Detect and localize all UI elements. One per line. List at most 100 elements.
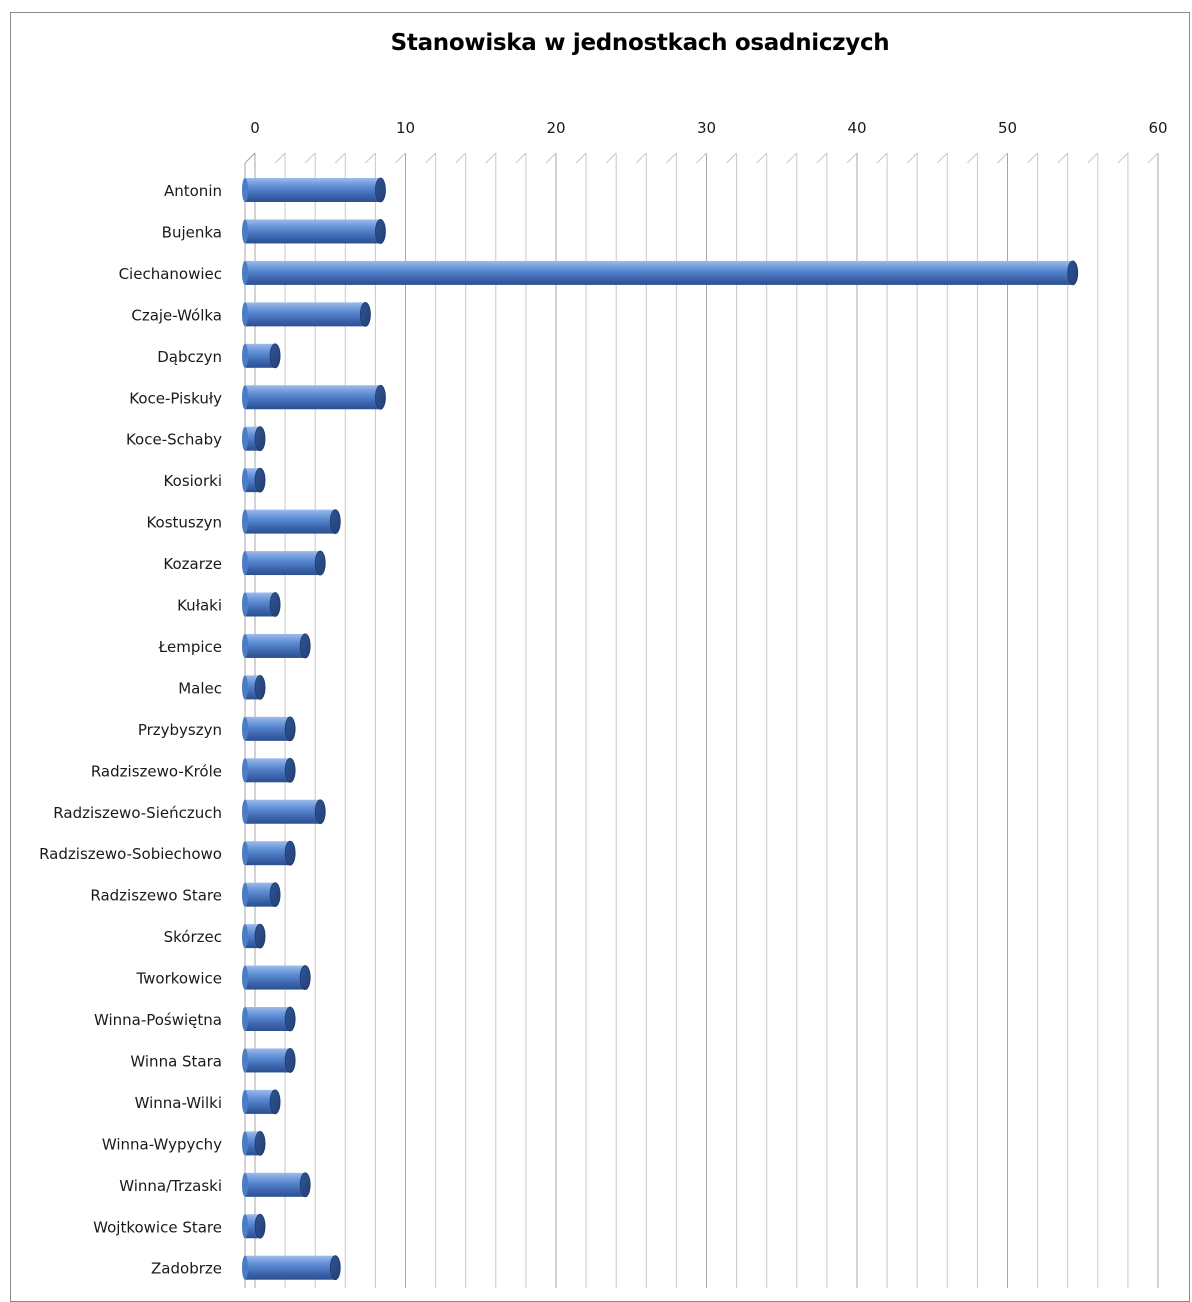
- category-label: Kosiorki: [164, 472, 222, 490]
- bar-end-cap: [269, 882, 281, 908]
- x-tick-label: 40: [847, 119, 866, 137]
- bar-body: [245, 758, 291, 783]
- bar: [242, 675, 266, 700]
- bar-body: [245, 260, 1073, 285]
- bar: [242, 882, 281, 908]
- category-label: Winna/Trzaski: [119, 1177, 222, 1195]
- gridline-depth: [425, 152, 436, 164]
- gridline-depth: [605, 152, 617, 164]
- bar-end-cap: [254, 1213, 266, 1239]
- bar: [242, 1006, 296, 1032]
- bar-end-cap: [299, 633, 311, 659]
- category-label: Ciechanowiec: [119, 265, 222, 283]
- gridline-depth: [756, 152, 768, 164]
- bar: [242, 219, 386, 244]
- category-label: Zadobrze: [151, 1260, 222, 1278]
- bar-start-cap: [242, 1089, 248, 1114]
- chart-title: Stanowiska w jednostkach osadniczych: [390, 30, 890, 56]
- bars: [242, 177, 1079, 1281]
- bar-end-cap: [329, 1255, 341, 1281]
- gridline-depth: [726, 152, 737, 164]
- bar-body: [245, 302, 366, 327]
- bar-start-cap: [242, 1048, 248, 1073]
- bar-body: [245, 799, 321, 824]
- bar-start-cap: [242, 1131, 248, 1156]
- bar-end-cap: [375, 177, 386, 203]
- gridline-depth: [846, 152, 858, 164]
- bar-start-cap: [242, 633, 248, 658]
- bar-body: [245, 1007, 291, 1031]
- bar-end-cap: [375, 384, 386, 410]
- category-label: Skórzec: [164, 928, 222, 946]
- category-label: Koce-Schaby: [126, 431, 222, 449]
- bar-start-cap: [242, 924, 248, 949]
- gridline-depth: [1147, 152, 1159, 164]
- x-tick-label: 30: [697, 119, 716, 137]
- bar-body: [245, 841, 291, 866]
- bar: [242, 177, 386, 203]
- x-axis-ticks: 0 10 20 30 40 50 60: [250, 119, 1167, 137]
- bar-end-cap: [284, 757, 296, 783]
- bar: [242, 592, 281, 617]
- category-label: Radziszewo-Sobiechowo: [39, 845, 222, 863]
- bar: [242, 550, 326, 576]
- gridline-depth: [967, 152, 978, 164]
- bar-end-cap: [1067, 260, 1079, 286]
- bar-body: [245, 716, 291, 741]
- bar-body: [245, 1172, 306, 1197]
- bar-end-cap: [359, 301, 371, 327]
- bar-body: [245, 1255, 336, 1280]
- category-label: Kozarze: [163, 555, 222, 573]
- gridline-depth: [997, 152, 1008, 164]
- bar-end-cap: [329, 509, 341, 534]
- bar-end-cap: [284, 840, 296, 866]
- bar-start-cap: [242, 716, 248, 741]
- category-label: Antonin: [164, 182, 222, 200]
- bar-body: [245, 178, 381, 202]
- bar-start-cap: [242, 965, 248, 990]
- gridline-depth: [876, 152, 888, 164]
- gridline-depth: [666, 152, 677, 164]
- category-label: Winna-Wilki: [135, 1094, 222, 1112]
- bar-end-cap: [254, 426, 266, 452]
- category-label: Winna Stara: [130, 1052, 222, 1070]
- bar: [242, 757, 296, 783]
- bar-start-cap: [242, 551, 248, 576]
- bar: [242, 343, 281, 369]
- category-label: Kułaki: [177, 597, 222, 615]
- x-tick-label: 20: [546, 119, 565, 137]
- gridline-depth: [635, 152, 647, 164]
- bar-start-cap: [242, 1214, 248, 1239]
- bar-start-cap: [242, 592, 248, 617]
- bar: [242, 1048, 296, 1073]
- category-label: Winna-Poświętna: [94, 1011, 222, 1029]
- category-label: Radziszewo Stare: [90, 887, 222, 905]
- gridline-depth: [485, 152, 497, 164]
- x-tick-label: 0: [250, 119, 260, 137]
- category-label: Malec: [178, 679, 222, 697]
- bar: [242, 923, 266, 949]
- bar: [242, 1130, 266, 1156]
- gridline-depth: [936, 152, 948, 164]
- bar-end-cap: [254, 1130, 266, 1156]
- bar-end-cap: [284, 1048, 296, 1073]
- bar-start-cap: [242, 799, 248, 824]
- bar-start-cap: [242, 343, 248, 368]
- bar-end-cap: [254, 923, 266, 949]
- bar-body: [245, 385, 381, 410]
- bar: [242, 1172, 311, 1198]
- bar-start-cap: [242, 882, 248, 907]
- bar-start-cap: [242, 841, 248, 866]
- category-label: Tworkowice: [135, 970, 222, 988]
- bar-end-cap: [299, 965, 311, 990]
- category-label: Winna-Wypychy: [102, 1135, 222, 1153]
- bar-end-cap: [314, 799, 326, 825]
- category-label: Wojtkowice Stare: [93, 1218, 222, 1236]
- gridline-depth: [816, 152, 828, 164]
- gridline-depth: [1117, 152, 1129, 164]
- bar-start-cap: [242, 260, 248, 285]
- category-label: Dąbczyn: [157, 348, 222, 366]
- gridlines: [244, 152, 1159, 1288]
- bar: [242, 260, 1079, 286]
